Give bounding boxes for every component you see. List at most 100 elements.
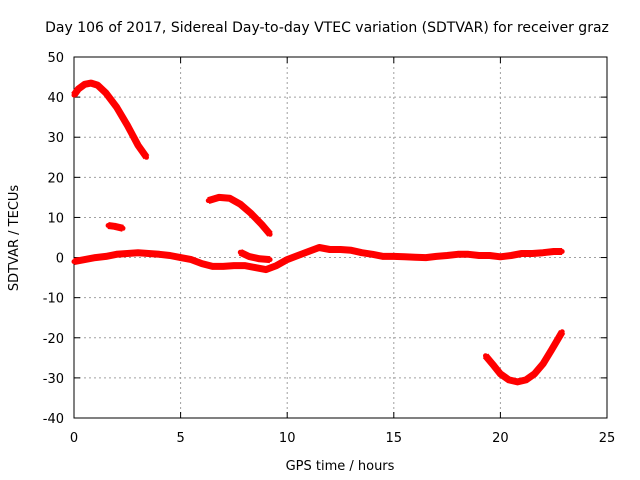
data-point: [88, 80, 94, 86]
data-point: [120, 225, 126, 231]
data-point: [380, 253, 386, 259]
data-point: [306, 249, 311, 254]
data-point: [114, 104, 120, 110]
series-group: [71, 79, 566, 386]
x-axis-label: GPS time / hours: [286, 459, 395, 474]
data-point: [423, 255, 429, 261]
data-point: [359, 250, 365, 256]
data-point: [210, 263, 216, 269]
y-tick-label: 20: [47, 171, 64, 186]
data-point: [295, 253, 301, 258]
series-line-arc-4: [238, 249, 271, 264]
data-point: [220, 263, 226, 269]
y-tick-label: -30: [43, 372, 64, 387]
data-point: [114, 251, 120, 257]
data-point: [75, 86, 81, 92]
data-point: [497, 371, 503, 377]
data-point: [348, 247, 354, 253]
data-point: [156, 251, 162, 257]
y-tick-label: -40: [43, 412, 64, 427]
data-point: [95, 82, 100, 88]
series-line-arc-1: [71, 79, 150, 160]
data-point: [444, 253, 450, 258]
plot-frame: [73, 56, 608, 419]
data-point: [540, 250, 546, 256]
data-point: [124, 122, 130, 128]
data-point: [263, 267, 269, 273]
data-point: [112, 223, 117, 229]
data-point: [144, 154, 149, 160]
data-point: [135, 142, 141, 148]
data-point: [231, 263, 237, 269]
data-point: [412, 254, 418, 260]
data-point: [487, 253, 493, 258]
data-point: [227, 195, 233, 201]
data-point: [178, 255, 184, 261]
data-point: [71, 92, 77, 98]
data-point: [338, 247, 343, 252]
data-point: [71, 259, 77, 265]
data-point: [483, 353, 488, 359]
data-point: [216, 194, 222, 200]
data-point: [167, 253, 173, 258]
data-point: [491, 363, 497, 369]
data-point: [549, 347, 555, 353]
y-tick-label: 30: [47, 131, 64, 146]
data-point: [248, 210, 254, 216]
data-point: [532, 371, 537, 377]
data-point: [274, 263, 279, 269]
data-point: [327, 247, 333, 252]
data-point: [519, 251, 525, 256]
data-point: [103, 90, 109, 96]
series-line-arc-6: [482, 330, 566, 386]
y-tick-label: -20: [43, 332, 64, 347]
data-point: [242, 263, 248, 269]
data-point: [92, 255, 98, 261]
x-tick-label: 15: [386, 431, 403, 446]
ticks: 0 5 10 15 20 25 -40 -30 -20 -10 0 10 20 30 40 50: [43, 51, 616, 446]
data-point: [316, 245, 322, 250]
data-point: [515, 379, 520, 385]
data-point: [205, 198, 211, 204]
x-tick-label: 20: [492, 431, 509, 446]
y-axis-label: SDTVAR / TECUs: [7, 185, 22, 292]
data-point: [476, 253, 482, 258]
data-point: [559, 249, 565, 254]
data-point: [540, 361, 546, 367]
data-point: [267, 257, 273, 263]
y-tick-label: 50: [47, 51, 64, 66]
data-point: [391, 253, 397, 259]
data-point: [103, 253, 109, 259]
x-tick-label: 10: [279, 431, 296, 446]
data-point: [146, 251, 152, 256]
chart-title: Day 106 of 2017, Sidereal Day-to-day VTE…: [45, 20, 609, 36]
y-tick-label: 40: [47, 91, 64, 106]
y-tick-label: 0: [56, 252, 64, 267]
data-point: [433, 253, 439, 259]
data-point: [551, 249, 557, 254]
x-tick-label: 0: [70, 431, 78, 446]
data-point: [497, 254, 503, 260]
data-point: [82, 81, 88, 87]
data-point: [559, 329, 565, 335]
data-point: [246, 253, 252, 259]
data-point: [529, 251, 535, 256]
x-tick-label: 25: [599, 431, 616, 446]
data-point: [284, 257, 290, 263]
y-tick-label: -10: [43, 292, 64, 307]
x-tick-label: 5: [176, 431, 184, 446]
data-point: [237, 249, 243, 255]
grid: [74, 57, 607, 418]
data-point: [105, 223, 111, 228]
data-point: [252, 265, 258, 271]
data-point: [506, 377, 512, 383]
data-point: [237, 201, 243, 207]
data-point: [523, 377, 529, 383]
data-point: [257, 256, 262, 262]
y-tick-label: 10: [47, 211, 64, 226]
data-point: [124, 251, 130, 256]
data-point: [370, 251, 375, 257]
data-point: [188, 257, 194, 263]
data-point: [259, 221, 265, 227]
